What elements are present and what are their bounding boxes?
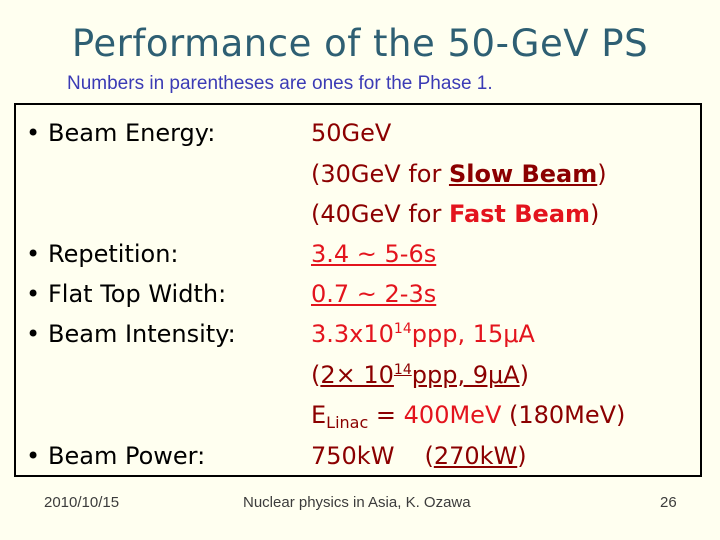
linac-equals: = xyxy=(368,401,404,429)
value-power: 750kW (270kW) xyxy=(311,442,527,470)
bullet-power: • Beam Power: xyxy=(26,442,205,470)
power-phase1-close: ) xyxy=(517,442,527,470)
value-fast-beam: (40GeV for Fast Beam) xyxy=(311,200,599,228)
bullet-label: Beam Intensity: xyxy=(48,320,236,348)
energy-value: 50GeV xyxy=(311,119,392,147)
bullet-label: Flat Top Width: xyxy=(48,280,227,308)
intensity-rest: ppp, 15μA xyxy=(411,320,535,348)
linac-subscript: Linac xyxy=(326,413,369,432)
bullet-beam-energy: • Beam Energy: xyxy=(26,119,215,147)
content-box: • Beam Energy: • Repetition: • Flat Top Wid… xyxy=(14,103,702,477)
slow-beam-suffix: ) xyxy=(597,160,607,188)
footer-date: 2010/10/15 xyxy=(44,494,120,511)
slide-subtitle: Numbers in parentheses are ones for the … xyxy=(67,73,493,94)
power-value: 750kW xyxy=(311,442,395,470)
intensity-phase1-exponent: 14 xyxy=(393,362,412,378)
value-slow-beam: (30GeV for Slow Beam) xyxy=(311,160,607,188)
footer-page-number: 26 xyxy=(660,494,677,511)
repetition-value: 3.4 ~ 5-6s xyxy=(311,240,437,268)
fast-beam-label: Fast Beam xyxy=(448,200,591,228)
bullet-icon: • xyxy=(26,320,41,348)
linac-phase1: (180MeV) xyxy=(501,401,626,429)
slide-title: Performance of the 50-GeV PS xyxy=(71,22,649,65)
bullet-label: Beam Energy: xyxy=(48,119,216,147)
intensity-exponent: 14 xyxy=(393,321,412,337)
slow-beam-prefix: (30GeV for xyxy=(311,160,449,188)
value-repetition: 3.4 ~ 5-6s xyxy=(311,240,436,268)
bullet-icon: • xyxy=(26,240,41,268)
intensity-phase1-open: ( xyxy=(311,361,321,389)
intensity-phase1-rest: ppp, 9μA xyxy=(411,361,520,389)
intensity-phase1-base: 2× 10 xyxy=(320,361,394,389)
bullet-label: Repetition: xyxy=(48,240,179,268)
value-intensity: 3.3x1014ppp, 15μA xyxy=(311,320,535,348)
linac-e: E xyxy=(311,401,327,429)
bullet-icon: • xyxy=(26,442,41,470)
bullet-intensity: • Beam Intensity: xyxy=(26,320,236,348)
power-phase1-open: ( xyxy=(424,442,434,470)
value-flat-top: 0.7 ~ 2-3s xyxy=(311,280,436,308)
bullet-flat-top: • Flat Top Width: xyxy=(26,280,226,308)
bullet-icon: • xyxy=(26,280,41,308)
slow-beam-label: Slow Beam xyxy=(448,160,598,188)
bullet-label: Beam Power: xyxy=(48,442,206,470)
linac-value: 400MeV xyxy=(403,401,502,429)
bullet-repetition: • Repetition: xyxy=(26,240,179,268)
flat-top-value: 0.7 ~ 2-3s xyxy=(311,280,437,308)
fast-beam-suffix: ) xyxy=(590,200,600,228)
value-intensity-phase1: (2× 1014ppp, 9μA) xyxy=(311,361,529,389)
value-energy: 50GeV xyxy=(311,119,391,147)
intensity-phase1-close: ) xyxy=(519,361,530,389)
bullet-icon: • xyxy=(26,119,41,147)
power-phase1: 270kW xyxy=(433,442,518,470)
footer-center: Nuclear physics in Asia, K. Ozawa xyxy=(243,494,471,511)
intensity-base: 3.3x10 xyxy=(311,320,394,348)
value-linac: ELinac = 400MeV (180MeV) xyxy=(311,401,625,432)
fast-beam-prefix: (40GeV for xyxy=(311,200,449,228)
